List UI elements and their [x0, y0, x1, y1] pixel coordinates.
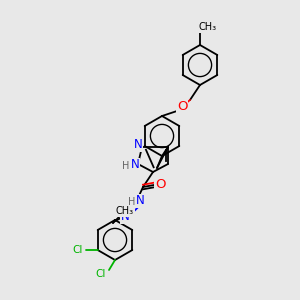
- Text: N: N: [121, 211, 129, 224]
- Text: N: N: [134, 139, 142, 152]
- Text: Cl: Cl: [96, 269, 106, 279]
- Text: O: O: [177, 100, 187, 112]
- Text: H: H: [122, 161, 130, 171]
- Text: Cl: Cl: [73, 245, 83, 255]
- Text: N: N: [136, 194, 144, 208]
- Text: CH₃: CH₃: [199, 22, 217, 32]
- Text: N: N: [130, 158, 140, 172]
- Text: H: H: [128, 197, 136, 207]
- Text: O: O: [155, 178, 165, 191]
- Text: CH₃: CH₃: [116, 206, 134, 216]
